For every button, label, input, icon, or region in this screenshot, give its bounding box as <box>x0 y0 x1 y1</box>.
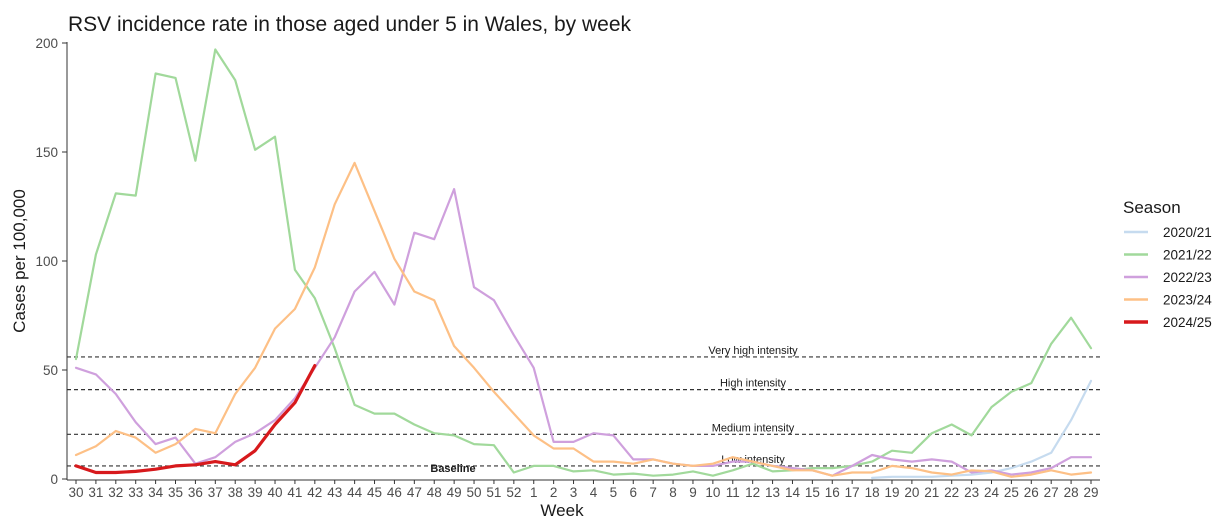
threshold-label-very-high-intensity: Very high intensity <box>708 345 798 357</box>
x-tick-label: 46 <box>387 485 402 500</box>
x-tick-label: 17 <box>845 485 860 500</box>
legend-label-2021-22: 2021/22 <box>1163 248 1212 263</box>
x-tick-label: 10 <box>705 485 720 500</box>
legend-label-2023-24: 2023/24 <box>1163 293 1212 308</box>
x-tick-label: 1 <box>530 485 538 500</box>
x-tick-label: 40 <box>268 485 283 500</box>
x-tick-label: 20 <box>904 485 919 500</box>
x-tick-label: 36 <box>188 485 203 500</box>
x-tick-label: 52 <box>506 485 521 500</box>
x-tick-label: 24 <box>984 485 1000 500</box>
x-tick-label: 18 <box>865 485 880 500</box>
x-tick-label: 15 <box>805 485 820 500</box>
x-tick-label: 33 <box>128 485 143 500</box>
x-tick-label: 23 <box>964 485 979 500</box>
x-tick-label: 13 <box>765 485 780 500</box>
y-axis-label: Cases per 100,000 <box>10 189 29 333</box>
x-tick-label: 37 <box>208 485 223 500</box>
x-tick-label: 22 <box>944 485 959 500</box>
x-tick-label: 7 <box>649 485 657 500</box>
legend: Season 2020/21 2021/22 2022/23 2023/24 2024/… <box>1123 198 1212 330</box>
legend-label-2024-25: 2024/25 <box>1163 315 1212 330</box>
x-tick-label: 16 <box>825 485 840 500</box>
x-tick-label: 27 <box>1044 485 1059 500</box>
series-lines <box>74 48 1093 479</box>
series-line-2020-21 <box>871 379 1093 479</box>
threshold-label-baseline: Baseline <box>430 463 475 475</box>
x-tick-label: 45 <box>367 485 382 500</box>
x-tick-label: 42 <box>307 485 322 500</box>
threshold-label-medium-intensity: Medium intensity <box>712 422 795 434</box>
x-tick-label: 25 <box>1004 485 1019 500</box>
axes <box>66 42 1100 481</box>
x-tick-label: 41 <box>287 485 302 500</box>
chart-title: RSV incidence rate in those aged under 5… <box>68 13 632 36</box>
x-tick-label: 51 <box>486 485 501 500</box>
series-line-2024-25 <box>74 364 317 475</box>
legend-title: Season <box>1123 198 1181 217</box>
x-tick-label: 4 <box>590 485 598 500</box>
threshold-lines: Very high intensity High intensity Medium … <box>67 345 1100 475</box>
x-tick-label: 43 <box>327 485 342 500</box>
y-axis-ticks: 0 50 100 150 200 <box>35 36 67 487</box>
x-tick-label: 12 <box>745 485 760 500</box>
x-tick-label: 9 <box>689 485 697 500</box>
threshold-label-low-intensity: Low intensity <box>721 454 785 466</box>
x-axis-label: Week <box>540 501 584 520</box>
series-line-2022-23 <box>74 188 1093 477</box>
y-tick-label: 100 <box>35 254 58 269</box>
x-tick-label: 49 <box>447 485 462 500</box>
series-line-2021-22 <box>74 48 1093 477</box>
x-tick-label: 48 <box>427 485 442 500</box>
y-tick-label: 150 <box>35 145 58 160</box>
x-tick-label: 8 <box>669 485 677 500</box>
x-tick-label: 30 <box>68 485 83 500</box>
x-tick-label: 32 <box>108 485 123 500</box>
x-tick-label: 28 <box>1064 485 1079 500</box>
x-tick-label: 19 <box>884 485 899 500</box>
x-tick-label: 6 <box>629 485 637 500</box>
legend-label-2022-23: 2022/23 <box>1163 270 1212 285</box>
x-tick-label: 47 <box>407 485 422 500</box>
y-tick-label: 50 <box>43 363 58 378</box>
x-tick-label: 14 <box>785 485 801 500</box>
x-tick-label: 44 <box>347 485 363 500</box>
x-tick-label: 29 <box>1083 485 1098 500</box>
x-tick-label: 35 <box>168 485 183 500</box>
x-tick-label: 38 <box>228 485 243 500</box>
series-line-2023-24 <box>74 161 1093 478</box>
x-tick-label: 31 <box>88 485 103 500</box>
x-axis-ticks: 30 31 32 33 34 35 36 37 38 39 40 41 42 43 44 45 46 47 48 49… <box>68 480 1099 500</box>
x-tick-label: 39 <box>248 485 263 500</box>
x-tick-label: 11 <box>726 485 740 500</box>
x-tick-label: 5 <box>610 485 618 500</box>
x-tick-label: 3 <box>570 485 578 500</box>
x-tick-label: 50 <box>467 485 482 500</box>
x-tick-label: 2 <box>550 485 558 500</box>
y-tick-label: 0 <box>50 472 58 487</box>
x-tick-label: 21 <box>924 485 939 500</box>
legend-label-2020-21: 2020/21 <box>1163 225 1212 240</box>
y-tick-label: 200 <box>35 36 58 51</box>
threshold-label-high-intensity: High intensity <box>720 378 787 390</box>
plot-area: Very high intensity High intensity Medium … <box>35 36 1100 500</box>
x-tick-label: 26 <box>1024 485 1039 500</box>
x-tick-label: 34 <box>148 485 164 500</box>
